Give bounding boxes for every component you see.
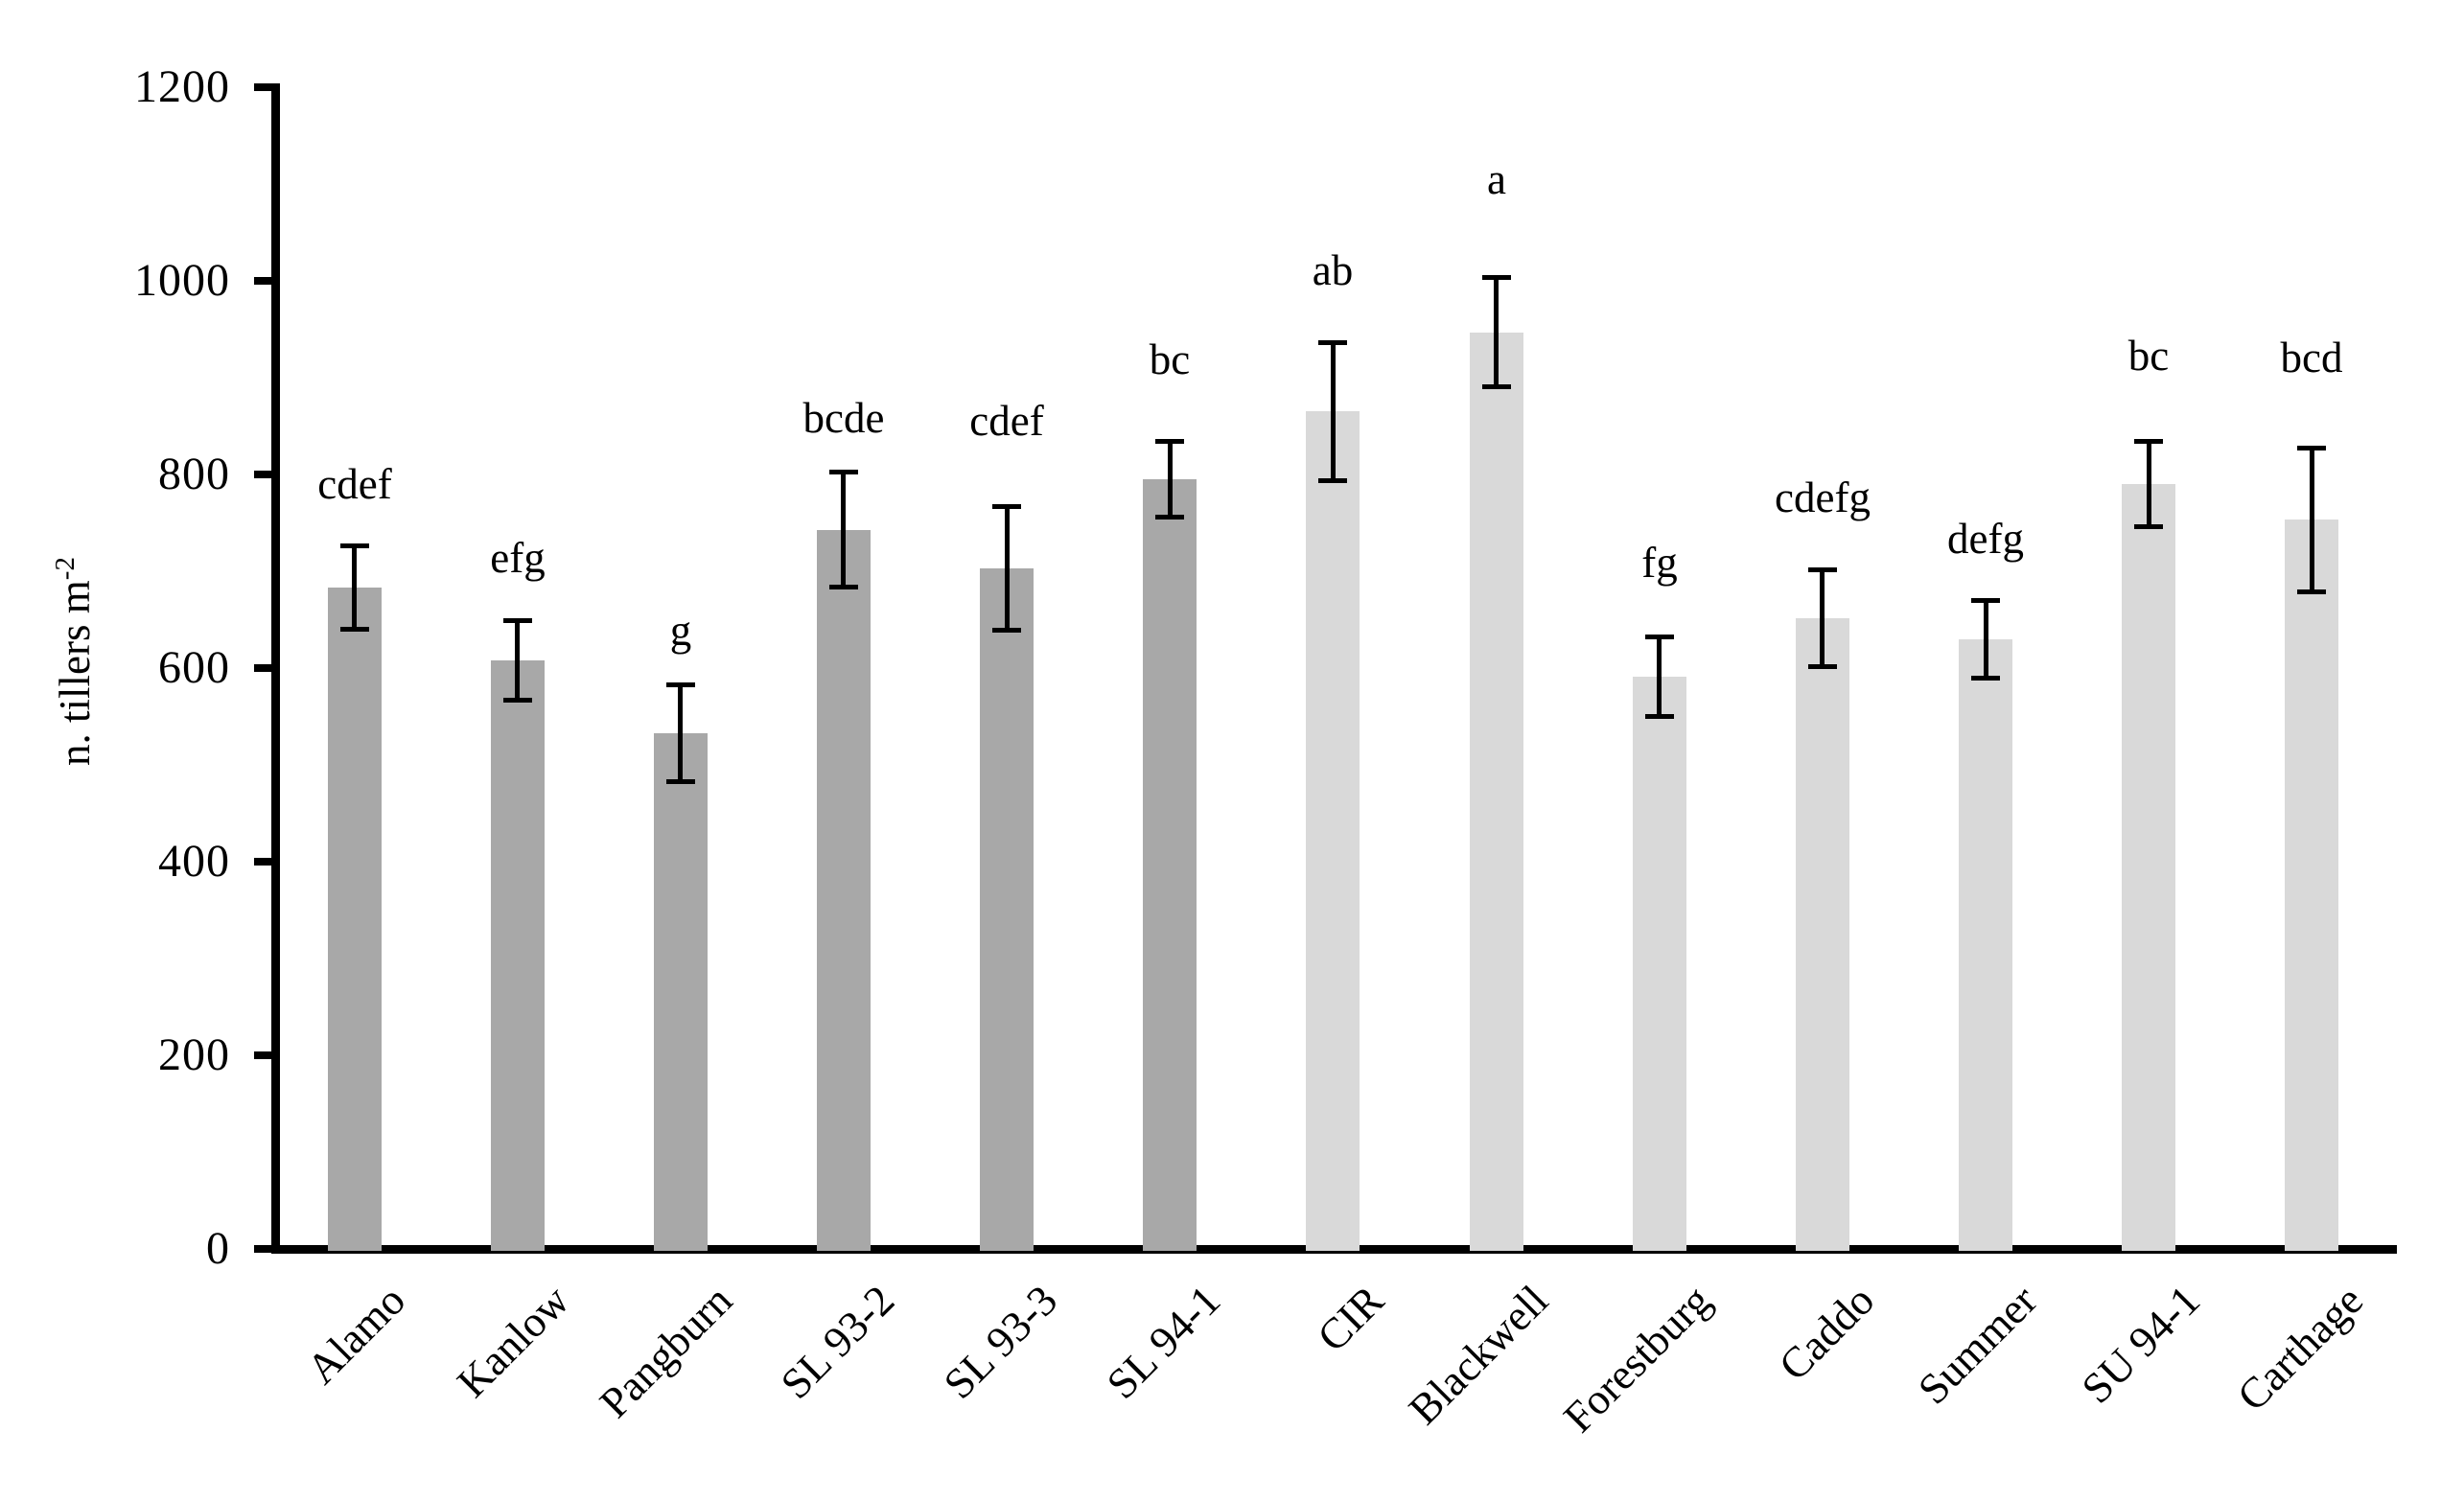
error-bar-bottom-cap-pangburn [666,779,695,784]
error-bar-top-cap-caddo [1808,567,1837,572]
significance-letters-blackwell: a [1487,155,1506,203]
error-bar-top-cap-cir [1318,340,1347,345]
significance-letters-sl-93-3: cdef [969,397,1044,445]
x-axis-label-cir: CIR [1308,1276,1393,1361]
bar-su-94-1 [2122,484,2175,1251]
error-bar-top-cap-forestburg [1645,635,1674,639]
significance-letters-caddo: cdefg [1775,473,1871,521]
significance-letters-su-94-1: bc [2127,332,2170,380]
error-bar-top-cap-sl-93-3 [992,504,1021,509]
error-bar-sl-93-2 [841,473,846,587]
x-axis-label-sl-93-3: SL 93-3 [935,1276,1067,1408]
bar-sl-94-1 [1143,479,1197,1251]
error-bar-bottom-cap-su-94-1 [2134,524,2163,529]
y-axis-tick-1200 [254,83,273,91]
y-axis-tick-label-800: 800 [158,449,230,499]
error-bar-top-cap-kanlow [503,618,532,623]
x-axis-label-pangburn: Pangburn [590,1276,741,1427]
significance-letters-carthage: bcd [2280,334,2343,381]
error-bar-summer [1984,600,1988,678]
bar-forestburg [1633,677,1686,1251]
bar-alamo [328,588,382,1251]
x-axis-label-sl-93-2: SL 93-2 [772,1276,904,1408]
significance-letters-kanlow: efg [490,534,546,582]
error-bar-alamo [352,546,357,630]
y-axis-tick-label-200: 200 [158,1029,230,1080]
y-axis-title-superscript: -2 [50,557,81,581]
error-bar-top-cap-sl-94-1 [1155,439,1184,444]
error-bar-top-cap-carthage [2297,446,2326,450]
significance-letters-alamo: cdef [317,460,392,508]
significance-letters-pangburn: g [669,607,692,655]
error-bar-carthage [2310,449,2314,591]
x-axis-label-kanlow: Kanlow [447,1276,578,1407]
error-bar-sl-93-3 [1005,506,1010,630]
error-bar-bottom-cap-alamo [340,627,369,632]
y-axis-line [271,83,280,1254]
bar-blackwell [1470,333,1523,1251]
significance-letters-forestburg: fg [1641,539,1678,587]
error-bar-su-94-1 [2147,442,2151,527]
significance-letters-sl-93-2: bcde [802,394,885,442]
error-bar-kanlow [515,621,520,701]
error-bar-sl-94-1 [1168,442,1173,518]
y-axis-tick-200 [254,1051,273,1059]
error-bar-top-cap-alamo [340,543,369,548]
error-bar-bottom-cap-sl-93-2 [829,585,858,589]
error-bar-bottom-cap-carthage [2297,589,2326,594]
x-axis-label-caddo: Caddo [1769,1276,1883,1390]
bar-carthage [2285,520,2338,1251]
y-axis-tick-label-0: 0 [206,1223,230,1274]
error-bar-pangburn [678,684,683,781]
x-axis-label-blackwell: Blackwell [1399,1276,1557,1434]
x-axis-label-alamo: Alamo [296,1276,414,1394]
error-bar-bottom-cap-caddo [1808,664,1837,669]
error-bar-bottom-cap-blackwell [1482,384,1511,389]
bar-pangburn [654,733,708,1251]
bar-cir [1306,411,1360,1251]
error-bar-top-cap-sl-93-2 [829,470,858,474]
y-axis-tick-800 [254,471,273,478]
error-bar-caddo [1820,570,1825,667]
error-bar-cir [1331,343,1336,480]
error-bar-bottom-cap-sl-93-3 [992,628,1021,633]
y-axis-tick-1000 [254,277,273,285]
error-bar-forestburg [1657,637,1662,717]
error-bar-bottom-cap-kanlow [503,698,532,703]
bar-caddo [1796,618,1849,1251]
error-bar-top-cap-pangburn [666,682,695,687]
y-axis-tick-label-1200: 1200 [134,61,230,112]
error-bar-blackwell [1494,278,1499,386]
y-axis-tick-label-600: 600 [158,642,230,693]
error-bar-bottom-cap-forestburg [1645,714,1674,719]
y-axis-tick-label-400: 400 [158,836,230,887]
significance-letters-cir: ab [1312,246,1354,294]
x-axis-label-summer: Summer [1908,1276,2046,1414]
y-axis-tick-600 [254,664,273,672]
significance-letters-sl-94-1: bc [1149,335,1191,383]
error-bar-bottom-cap-cir [1318,478,1347,483]
error-bar-top-cap-su-94-1 [2134,439,2163,444]
y-axis-tick-400 [254,858,273,866]
bar-kanlow [491,660,545,1251]
x-axis-label-su-94-1: SU 94-1 [2072,1276,2209,1413]
error-bar-bottom-cap-summer [1971,676,2000,681]
y-axis-tick-0 [254,1245,273,1253]
error-bar-top-cap-blackwell [1482,275,1511,280]
bar-sl-93-3 [980,568,1034,1251]
bar-sl-93-2 [817,530,871,1251]
y-axis-tick-label-1000: 1000 [134,255,230,306]
x-axis-label-sl-94-1: SL 94-1 [1098,1276,1230,1408]
error-bar-bottom-cap-sl-94-1 [1155,515,1184,520]
bar-summer [1959,639,2012,1251]
x-axis-label-carthage: Carthage [2227,1276,2372,1420]
error-bar-top-cap-summer [1971,598,2000,603]
significance-letters-summer: defg [1947,515,2024,563]
x-axis-label-forestburg: Forestburg [1554,1276,1720,1442]
